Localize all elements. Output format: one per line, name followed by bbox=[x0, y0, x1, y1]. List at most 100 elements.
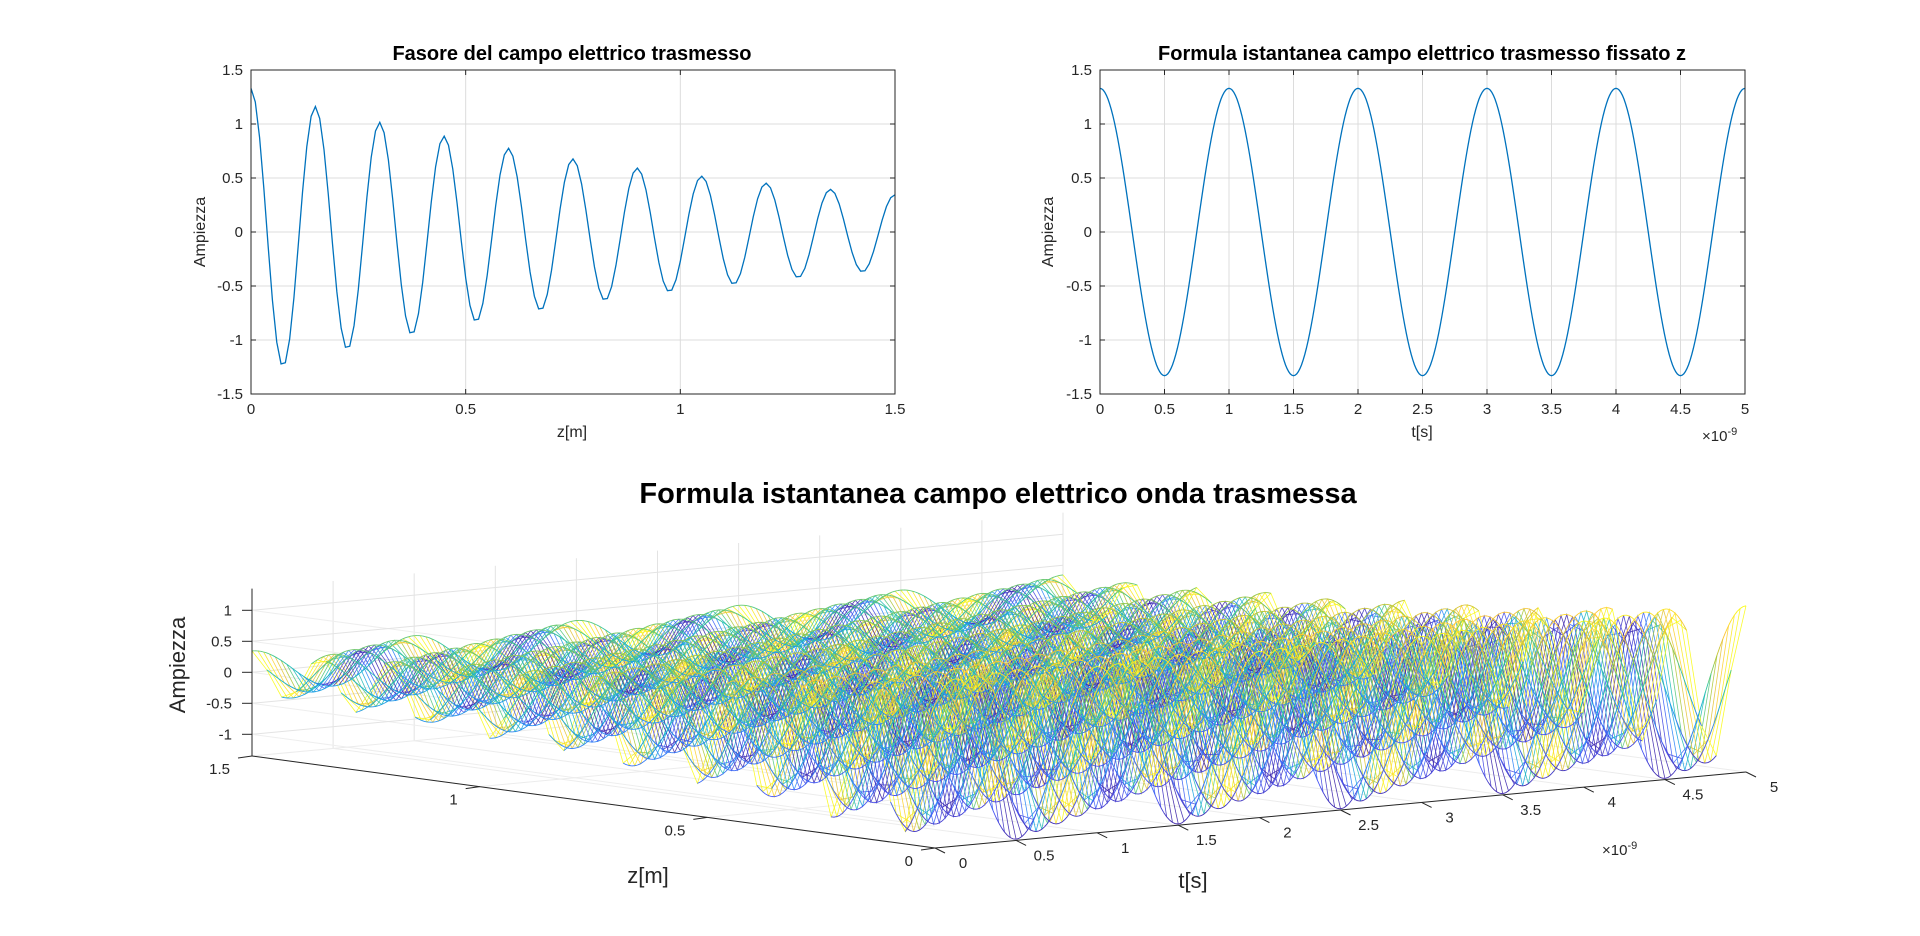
surface-mesh-segment bbox=[626, 638, 631, 642]
surface-mesh-segment bbox=[825, 638, 829, 640]
surface-mesh-segment bbox=[509, 652, 514, 657]
surface-mesh-segment bbox=[519, 655, 523, 657]
surface-mesh-segment bbox=[984, 617, 989, 621]
surface-mesh-segment bbox=[414, 644, 418, 648]
surface-mesh-segment bbox=[309, 679, 314, 683]
surface-mesh-segment bbox=[605, 649, 609, 653]
surface-mesh-segment bbox=[745, 656, 749, 658]
surface-mesh-segment bbox=[490, 638, 494, 641]
surface-mesh-segment bbox=[721, 621, 726, 624]
surface-mesh-segment bbox=[812, 608, 816, 611]
surface-mesh-segment bbox=[463, 675, 467, 677]
surface-mesh-segment bbox=[337, 667, 341, 671]
surface-mesh-segment bbox=[733, 629, 737, 633]
surface-mesh-segment bbox=[962, 611, 966, 615]
surface-mesh-segment bbox=[1011, 589, 1016, 592]
surface-mesh-segment bbox=[590, 621, 594, 625]
surface-mesh-segment bbox=[321, 688, 325, 691]
surface-mesh-segment bbox=[907, 641, 911, 643]
surface-mesh-segment bbox=[761, 610, 765, 614]
surface-mesh-segment bbox=[628, 645, 632, 649]
y-tick-label: -1.5 bbox=[1066, 386, 1092, 403]
surface-mesh-segment bbox=[555, 626, 560, 630]
x-tick-label: 4 bbox=[1612, 401, 1620, 418]
surface-mesh-segment bbox=[354, 681, 359, 685]
surface-mesh-segment bbox=[539, 641, 543, 645]
surface-mesh-segment bbox=[1017, 584, 1021, 586]
surface-mesh-segment bbox=[438, 678, 443, 683]
surface-mesh-segment bbox=[417, 646, 421, 649]
surface-mesh-segment bbox=[350, 652, 355, 656]
surface-mesh-segment bbox=[994, 589, 998, 591]
surface-mesh-segment bbox=[521, 632, 526, 635]
surface-mesh-segment bbox=[1042, 580, 1046, 584]
surface-mesh-segment bbox=[901, 638, 905, 641]
surface-mesh-segment bbox=[993, 596, 998, 600]
surface-mesh-segment bbox=[698, 615, 702, 619]
surface-mesh-segment bbox=[371, 653, 375, 656]
grid-line bbox=[707, 740, 1519, 818]
surface-mesh-segment bbox=[478, 675, 482, 677]
surface-mesh-segment bbox=[313, 686, 317, 690]
surface-mesh-segment bbox=[973, 625, 977, 629]
surface-mesh-segment bbox=[898, 637, 903, 640]
surface-mesh-segment bbox=[435, 681, 440, 685]
surface-mesh-segment bbox=[378, 697, 382, 700]
surface-mesh-segment bbox=[933, 624, 938, 629]
surface-mesh-segment bbox=[634, 649, 638, 652]
surface-mesh-segment bbox=[664, 621, 668, 624]
surface-mesh-segment bbox=[696, 623, 700, 626]
surface-mesh-segment bbox=[535, 630, 540, 634]
surface-mesh-segment bbox=[703, 622, 708, 626]
surface-mesh-segment bbox=[846, 603, 850, 606]
surface-mesh-segment bbox=[622, 659, 627, 662]
x-tick-label: 0.5 bbox=[1154, 401, 1175, 418]
surface-mesh-segment bbox=[425, 636, 429, 639]
surface-mesh-segment bbox=[298, 672, 302, 676]
surface-mesh-segment bbox=[726, 606, 731, 609]
surface-mesh-segment bbox=[1087, 618, 1091, 622]
surface-mesh-segment bbox=[547, 625, 551, 628]
surface-mesh-segment bbox=[510, 639, 514, 643]
surface-mesh-segment bbox=[522, 634, 526, 636]
surface-mesh-segment bbox=[892, 633, 897, 637]
surface-mesh-segment bbox=[881, 604, 885, 607]
surface-mesh-segment bbox=[688, 675, 692, 677]
surface-mesh-segment bbox=[420, 648, 424, 651]
surface-mesh-segment bbox=[952, 615, 957, 619]
surface-mesh-segment bbox=[439, 652, 443, 655]
surface-mesh-segment bbox=[614, 655, 618, 658]
surface-mesh-segment bbox=[481, 651, 486, 655]
surface-mesh-segment bbox=[471, 643, 475, 645]
surface-mesh-segment bbox=[1119, 587, 1123, 591]
surface-mesh-segment bbox=[402, 637, 406, 640]
surface-mesh-segment bbox=[333, 680, 337, 684]
surface-mesh-segment bbox=[990, 621, 994, 624]
surface-mesh-segment bbox=[647, 624, 651, 627]
surface-mesh-segment bbox=[1071, 589, 1076, 593]
surface-mesh-segment bbox=[301, 690, 305, 693]
surface-mesh-segment bbox=[529, 648, 534, 652]
surface-mesh-segment bbox=[727, 610, 731, 612]
surface-mesh-segment bbox=[889, 591, 893, 594]
surface-mesh-segment bbox=[347, 668, 352, 672]
surface-mesh-segment bbox=[391, 648, 395, 651]
surface-mesh-segment bbox=[390, 643, 395, 647]
surface-mesh-segment bbox=[670, 625, 674, 628]
surface-mesh-segment bbox=[315, 690, 320, 692]
surface-mesh-segment bbox=[782, 643, 787, 647]
surface-mesh-segment bbox=[331, 663, 336, 667]
surface-mesh-segment bbox=[1007, 596, 1012, 600]
surface-mesh-segment bbox=[750, 621, 754, 625]
surface-mesh-segment bbox=[1057, 574, 1061, 577]
surface-mesh-segment bbox=[504, 635, 509, 638]
surface-mesh-segment bbox=[926, 606, 930, 609]
surface-mesh-segment bbox=[878, 643, 883, 646]
instantaneous-plot: Formula istantanea campo elettrico trasm… bbox=[1040, 43, 1749, 445]
surface-mesh-segment bbox=[1011, 585, 1015, 588]
surface-mesh-segment bbox=[1092, 623, 1097, 626]
surface-mesh-segment bbox=[385, 640, 389, 643]
surface-mesh-segment bbox=[909, 590, 913, 592]
surface-mesh-segment bbox=[411, 643, 415, 646]
surface-mesh-segment bbox=[501, 646, 506, 651]
